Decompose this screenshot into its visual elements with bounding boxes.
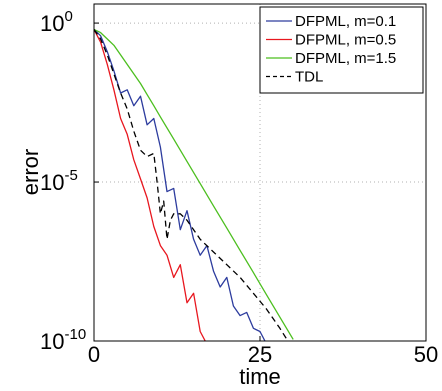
series-line-3 (94, 28, 294, 340)
legend-label: DFPML, m=1.5 (295, 50, 396, 67)
series-line-2 (94, 29, 206, 341)
x-axis-label: time (239, 364, 281, 389)
x-tick-label: 50 (414, 342, 438, 367)
series-line-1 (94, 28, 266, 341)
x-tick-label: 0 (88, 342, 100, 367)
legend-label: DFPML, m=0.5 (295, 32, 396, 49)
tick-labels: 0 25 50 100 10-5 10-10 (40, 8, 438, 367)
ticks (93, 22, 427, 342)
x-tick-label: 25 (248, 342, 272, 367)
series-layer (94, 28, 294, 341)
legend-label: DFPML, m=0.1 (295, 13, 396, 30)
y-tick-label: 10-10 (40, 326, 86, 354)
y-axis-label: error (18, 149, 43, 195)
legend-label: TDL (295, 69, 323, 86)
y-tick-label: 10-5 (40, 167, 78, 195)
y-tick-label: 100 (40, 8, 73, 36)
series-line-4 (94, 29, 289, 341)
